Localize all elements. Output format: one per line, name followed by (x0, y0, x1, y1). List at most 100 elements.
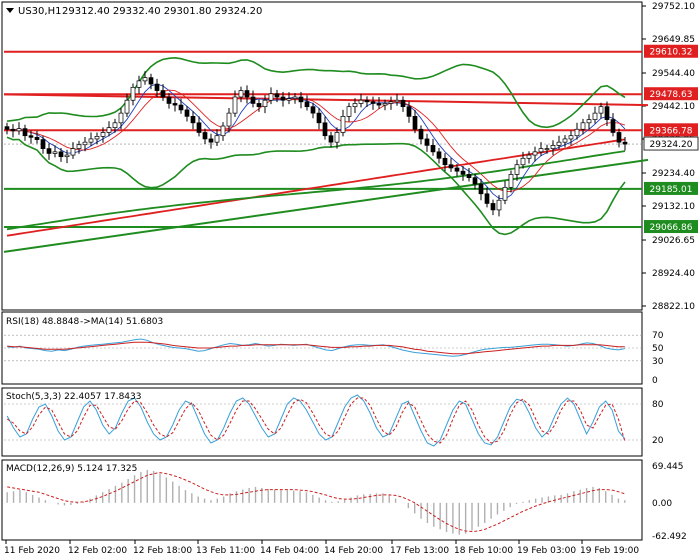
resistance-level-box (644, 123, 698, 137)
bull-candle (88, 138, 94, 143)
bear-candle (616, 132, 622, 143)
resistance-level-label: 29478.63 (650, 90, 693, 100)
bollinger-upper-band (6, 56, 626, 129)
resistance-level-box (644, 44, 698, 58)
stoch-panel-frame (1, 387, 643, 457)
trendlines (3, 93, 649, 253)
bull-candle (502, 186, 508, 201)
bull-candle (82, 141, 88, 146)
time-tick-label: 12 Feb 02:00 (68, 546, 127, 556)
chart-symbol: US30,H1 (18, 6, 61, 17)
price-tick-label: 28822.10 (652, 302, 695, 312)
rsi-title: RSI(18) 48.8848 (6, 317, 79, 327)
slow-ma-red-line (6, 138, 626, 237)
support-level-box (644, 181, 698, 195)
support-level-label: 29185.01 (650, 185, 693, 195)
macd-tick-label: 69.445 (652, 462, 684, 472)
bear-candle (196, 122, 202, 133)
bear-candle (316, 112, 322, 124)
price-tick-label: 28924.40 (652, 269, 695, 279)
bear-candle (4, 126, 10, 130)
chart-ohlc: 29312.40 29332.40 29301.80 29324.20 (62, 6, 262, 17)
bear-candle (472, 177, 478, 185)
bull-candle (556, 141, 562, 146)
macd-indicator: 69.445 0.00 -62.492 (6, 462, 687, 542)
rsi-line (7, 338, 625, 357)
bull-candle (346, 106, 352, 117)
bear-candle (40, 139, 46, 149)
resistance-trendline (3, 93, 649, 107)
bull-candle (526, 154, 532, 159)
bear-candle (322, 122, 328, 137)
price-panel-frame (1, 1, 643, 311)
bear-candle (430, 145, 436, 153)
candles (4, 71, 628, 217)
price-tick-label: 29132.10 (652, 202, 695, 212)
bull-candle (16, 128, 22, 132)
stoch-tick-label: 80 (652, 400, 664, 410)
bull-candle (598, 106, 604, 114)
bull-candle (382, 103, 388, 106)
bull-candle (70, 148, 76, 156)
support-trendline (3, 158, 649, 253)
bull-candle (508, 174, 514, 188)
stochastic-indicator: 80 20 (4, 394, 664, 447)
time-tick-label: 19 Feb 03:00 (517, 546, 576, 556)
resistance-level-label: 29366.78 (650, 126, 693, 136)
time-tick-label: 11 Feb 2020 (4, 546, 60, 556)
bull-candle (124, 99, 130, 114)
bull-candle (220, 125, 226, 137)
bull-candle (340, 116, 346, 133)
bull-candle (142, 77, 148, 82)
bear-candle (490, 203, 496, 211)
bull-candle (334, 132, 340, 143)
bull-candle (214, 135, 220, 143)
bear-candle (34, 136, 40, 140)
bear-candle (424, 138, 430, 146)
rsi-tick-label: 50 (652, 344, 664, 354)
bull-candle (550, 145, 556, 149)
bull-candle (592, 112, 598, 120)
bear-candle (310, 106, 316, 114)
bear-candle (172, 103, 178, 106)
bear-candle (328, 135, 334, 143)
bear-candle (22, 128, 28, 137)
bull-candle (268, 93, 274, 101)
bear-candle (370, 101, 376, 104)
time-tick-label: 14 Feb 04:00 (260, 546, 319, 556)
moving-averages (6, 83, 626, 237)
stoch-title: Stoch(5,3,3) 22.4057 17.8433 (6, 392, 141, 402)
collapse-triangle-icon[interactable] (6, 8, 14, 13)
bull-candle (106, 127, 112, 133)
bear-candle (604, 106, 610, 120)
bull-candle (568, 135, 574, 140)
macd-tick-label: 0.00 (652, 499, 672, 509)
rsi-tick-label: 0 (652, 376, 658, 386)
bear-candle (418, 128, 424, 140)
bull-candle (574, 128, 580, 137)
macd-tick-label: -62.492 (652, 532, 687, 542)
time-tick-label: 18 Feb 10:00 (454, 546, 513, 556)
support-level-label: 29066.86 (650, 223, 693, 233)
time-tick-label: 19 Feb 19:00 (580, 546, 639, 556)
stoch-tick-label: 20 (652, 436, 664, 446)
bull-candle (358, 99, 364, 104)
slow-ma-green-line (6, 150, 626, 231)
bull-candle (52, 151, 58, 154)
bear-candle (58, 151, 64, 158)
bear-candle (202, 132, 208, 140)
bull-candle (130, 86, 136, 101)
bear-candle (304, 101, 310, 108)
current-price-label: 29324.20 (650, 140, 693, 150)
bear-candle (160, 90, 166, 98)
bear-candle (166, 96, 172, 104)
bull-candle (388, 101, 394, 104)
bear-candle (298, 96, 304, 103)
bull-candle (562, 138, 568, 143)
bear-candle (280, 96, 286, 101)
price-tick-label: 29544.40 (652, 69, 695, 79)
bear-candle (46, 148, 52, 154)
support-level-box (644, 220, 698, 234)
bollinger-bands (6, 56, 626, 236)
